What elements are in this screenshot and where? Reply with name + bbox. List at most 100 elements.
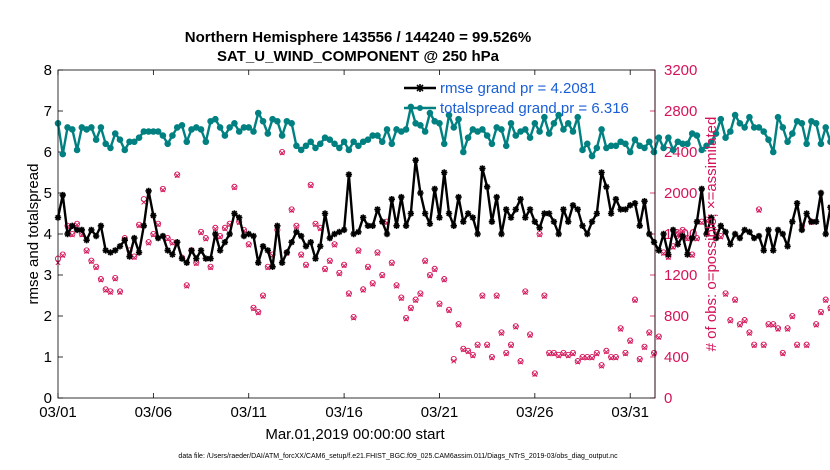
obs-assimilated-point xyxy=(279,150,285,156)
totalspread-point xyxy=(183,138,191,146)
rmse-point xyxy=(202,255,210,262)
rmse-point xyxy=(650,239,658,246)
obs-assimilated-point xyxy=(432,267,438,273)
obs-assimilated-point xyxy=(260,294,266,300)
obs-assimilated-point xyxy=(765,322,772,328)
totalspread-point xyxy=(722,134,729,141)
totalspread-point xyxy=(684,140,691,148)
obs-assimilated-point xyxy=(608,355,614,361)
rmse-point xyxy=(598,169,605,176)
totalspread-point xyxy=(541,113,548,121)
totalspread-point xyxy=(178,122,186,129)
obs-assimilated-point xyxy=(646,330,652,336)
obs-possible-point xyxy=(97,276,104,283)
obs-possible-point xyxy=(541,292,548,299)
obs-assimilated-point xyxy=(370,281,376,287)
obs-assimilated-point xyxy=(737,322,743,328)
obs-assimilated-point xyxy=(498,330,504,336)
totalspread-point xyxy=(512,132,520,139)
obs-assimilated-point xyxy=(250,306,257,312)
obs-possible-point xyxy=(465,347,472,354)
rmse-point xyxy=(417,189,424,197)
obs-assimilated-point xyxy=(160,187,166,193)
rmse-point xyxy=(164,247,171,254)
rmse-point xyxy=(345,171,353,178)
obs-possible-point xyxy=(679,226,686,233)
obs-possible-point xyxy=(522,288,529,295)
totalspread-point xyxy=(226,124,233,131)
rmse-point xyxy=(302,243,310,250)
obs-assimilated-point xyxy=(751,343,757,349)
obs-possible-point xyxy=(531,370,538,377)
rmse-point xyxy=(183,259,190,266)
obs-possible-point xyxy=(364,263,371,270)
totalspread-point xyxy=(588,152,596,160)
x-axis: 03/01 03/06 03/11 03/16 03/21 03/26 03/31 xyxy=(39,70,649,421)
rmse-point xyxy=(617,206,624,213)
obs-assimilated-point xyxy=(551,351,557,357)
obs-assimilated-point xyxy=(580,355,586,361)
obs-assimilated-point xyxy=(518,359,524,365)
totalspread-point xyxy=(717,115,725,123)
right-tick-label: 2800 xyxy=(664,103,697,120)
rmse-point xyxy=(240,232,248,240)
obs-assimilated-point xyxy=(599,363,605,369)
obs-possible-point xyxy=(507,341,515,348)
rmse-point xyxy=(412,157,419,164)
totalspread-point xyxy=(650,148,658,156)
obs-possible-point xyxy=(617,325,624,332)
right-tick-label: 2400 xyxy=(664,144,697,161)
rmse-point xyxy=(288,239,295,246)
x-axis-label: Mar.01,2019 00:00:00 start xyxy=(265,426,445,443)
obs-possible-point xyxy=(445,306,453,313)
data-lines xyxy=(54,103,830,270)
rmse-point xyxy=(445,210,453,217)
rmse-point xyxy=(750,234,758,242)
rmse-point xyxy=(59,191,66,199)
totalspread-point xyxy=(507,120,515,127)
obs-assimilated-point xyxy=(255,310,261,316)
rmse-point xyxy=(278,259,286,266)
obs-assimilated-point xyxy=(699,220,705,226)
obs-assimilated-point xyxy=(756,207,762,213)
rmse-point xyxy=(627,202,634,209)
rmse-point xyxy=(436,214,443,221)
rmse-point xyxy=(355,228,362,236)
totalspread-point xyxy=(755,124,763,131)
obs-possible-point xyxy=(817,308,824,315)
obs-assimilated-point xyxy=(494,294,500,300)
obs-assimilated-point xyxy=(603,349,609,355)
obs-assimilated-point xyxy=(484,343,490,349)
totalspread-point xyxy=(302,142,310,150)
obs-possible-point xyxy=(803,341,810,348)
obs-possible-point xyxy=(136,221,143,228)
rmse-point xyxy=(88,226,95,234)
rmse-point xyxy=(154,234,162,242)
rmse-point xyxy=(159,232,167,240)
right-tick-label: 0 xyxy=(664,390,672,407)
totalspread-point xyxy=(245,124,253,131)
rmse-point xyxy=(531,218,539,225)
obs-assimilated-point xyxy=(613,355,619,361)
totalspread-point xyxy=(522,126,529,133)
obs-possible-point xyxy=(207,263,214,270)
rmse-point xyxy=(774,226,782,234)
right-tick-label: 1200 xyxy=(664,267,697,284)
rmse-point xyxy=(727,241,734,248)
totalspread-point xyxy=(531,120,539,127)
rmse-point xyxy=(593,210,601,217)
totalspread-point xyxy=(641,144,648,152)
obs-possible-point xyxy=(417,290,424,297)
obs-assimilated-point xyxy=(222,226,228,232)
obs-possible-point xyxy=(407,304,414,311)
obs-assimilated-point xyxy=(246,242,252,248)
totalspread-point xyxy=(598,126,605,133)
obs-assimilated-point xyxy=(556,353,562,359)
obs-possible-point xyxy=(279,148,286,156)
right-tick-label: 800 xyxy=(664,308,689,325)
obs-possible-point xyxy=(784,325,791,332)
rmse-point xyxy=(498,230,505,238)
rmse-point xyxy=(126,253,133,260)
obs-assimilated-point xyxy=(823,298,829,304)
